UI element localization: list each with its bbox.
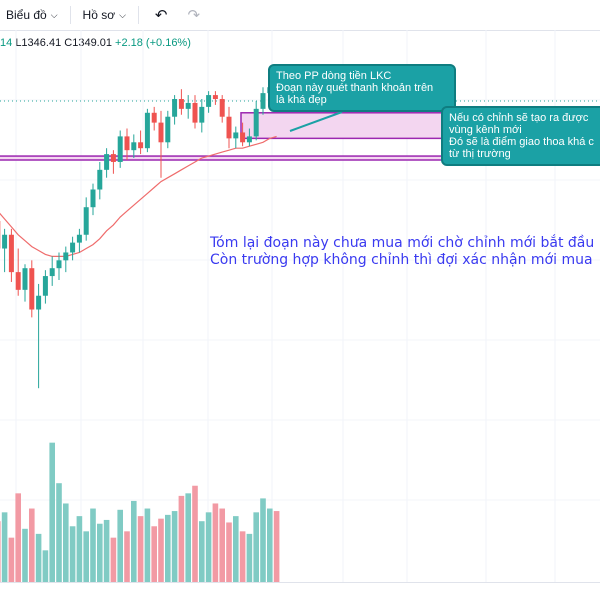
- volume-bar: [0, 521, 1, 582]
- callout-line: từ thị trường: [449, 148, 600, 160]
- summary-line-2: Còn trường hợp không chỉnh thì đợi xác n…: [210, 252, 593, 268]
- volume-bar: [267, 509, 273, 582]
- volume-bar: [117, 510, 123, 582]
- volume-bar: [63, 503, 69, 582]
- callout-line: Nếu có chỉnh sẽ tạo ra được: [449, 112, 600, 124]
- candle-body: [261, 93, 266, 109]
- volume-bar: [111, 538, 117, 582]
- volume-bar: [124, 531, 130, 582]
- candle-body: [63, 252, 68, 260]
- candle-body: [213, 95, 218, 99]
- volume-bar: [240, 531, 246, 582]
- time-axis[interactable]: [0, 582, 600, 601]
- volume-bar: [145, 509, 151, 582]
- callout-liquidity[interactable]: Theo PP dòng tiền LKC Đoạn này quét than…: [268, 64, 456, 112]
- candle-body: [131, 142, 136, 150]
- candle-body: [104, 154, 109, 170]
- volume-bar: [56, 483, 62, 582]
- volume-bar: [158, 519, 164, 582]
- candle-body: [199, 107, 204, 123]
- candle-body: [254, 109, 259, 137]
- support-zone: [0, 156, 465, 160]
- volume-bar: [131, 501, 137, 582]
- volume-bar: [9, 538, 15, 582]
- callout-line: là khá đẹp: [276, 94, 448, 106]
- candle-body: [152, 113, 157, 123]
- volume-bar: [104, 520, 110, 582]
- volume-bar: [226, 522, 232, 582]
- volume-bar: [179, 496, 185, 582]
- volume-bar: [233, 516, 239, 582]
- candle-body: [50, 268, 55, 276]
- candle-body: [29, 268, 34, 309]
- candle-body: [9, 235, 14, 272]
- summary-line-1: Tóm lại đoạn này chưa mua mới chờ chỉnh …: [210, 235, 594, 251]
- candle-body: [240, 132, 245, 142]
- volume-bar: [138, 516, 144, 582]
- volume-bar: [43, 550, 49, 582]
- volume-bar: [49, 443, 55, 582]
- volume-bar: [199, 521, 205, 582]
- volume-bar: [29, 509, 35, 582]
- candle-body: [145, 113, 150, 148]
- candle-body: [206, 95, 211, 107]
- volume-bar: [22, 529, 28, 582]
- candle-body: [43, 276, 48, 296]
- candle-body: [16, 272, 21, 290]
- candle-body: [172, 99, 177, 117]
- candle-body: [91, 190, 96, 208]
- candle-body: [84, 207, 89, 235]
- volume-bar: [97, 524, 103, 582]
- volume-bar: [213, 503, 219, 582]
- candle-body: [57, 260, 62, 268]
- volume-bar: [151, 526, 157, 582]
- candle-body: [70, 243, 75, 253]
- candle-body: [179, 99, 184, 109]
- candle-body: [111, 154, 116, 162]
- volume-bar: [15, 493, 21, 582]
- volume-bar: [260, 498, 266, 582]
- candle-body: [220, 99, 225, 117]
- volume-bar: [219, 509, 225, 582]
- callout-line: Đó sẽ là điểm giao thoa khá c: [449, 136, 600, 148]
- candle-body: [227, 117, 232, 139]
- candle-body: [77, 235, 82, 243]
- candle-body: [186, 103, 191, 109]
- volume-bar: [206, 512, 212, 582]
- candle-body: [118, 136, 123, 162]
- candle-body: [165, 117, 170, 143]
- callout-line: Theo PP dòng tiền LKC: [276, 70, 448, 82]
- candle-body: [233, 132, 238, 138]
- candle-body: [247, 136, 252, 142]
- volume-bar: [2, 512, 8, 582]
- callout-channel[interactable]: Nếu có chỉnh sẽ tạo ra được vùng kênh mớ…: [441, 106, 600, 166]
- volume-bar: [165, 515, 171, 582]
- candle-body: [125, 136, 130, 150]
- volume-bar: [90, 509, 96, 582]
- callout-line: Đoạn này quét thanh khoản trên: [276, 82, 448, 94]
- volume-bar: [192, 486, 198, 582]
- volume-bar: [185, 493, 191, 582]
- candle-body: [97, 170, 102, 190]
- candle-body: [138, 142, 143, 148]
- candle-body: [159, 123, 164, 143]
- candle-body: [2, 235, 7, 249]
- volume-bar: [172, 511, 178, 582]
- candle-body: [23, 268, 28, 290]
- volume-bar: [77, 516, 83, 582]
- volume-bar: [247, 534, 253, 582]
- volume-bar: [70, 526, 76, 582]
- volume-bar: [36, 534, 42, 582]
- callout-line: vùng kênh mới: [449, 124, 600, 136]
- volume-bar: [83, 531, 89, 582]
- candle-body: [193, 103, 198, 123]
- candle-body: [36, 296, 41, 310]
- volume-bar: [253, 512, 259, 582]
- volume-bar: [274, 511, 280, 582]
